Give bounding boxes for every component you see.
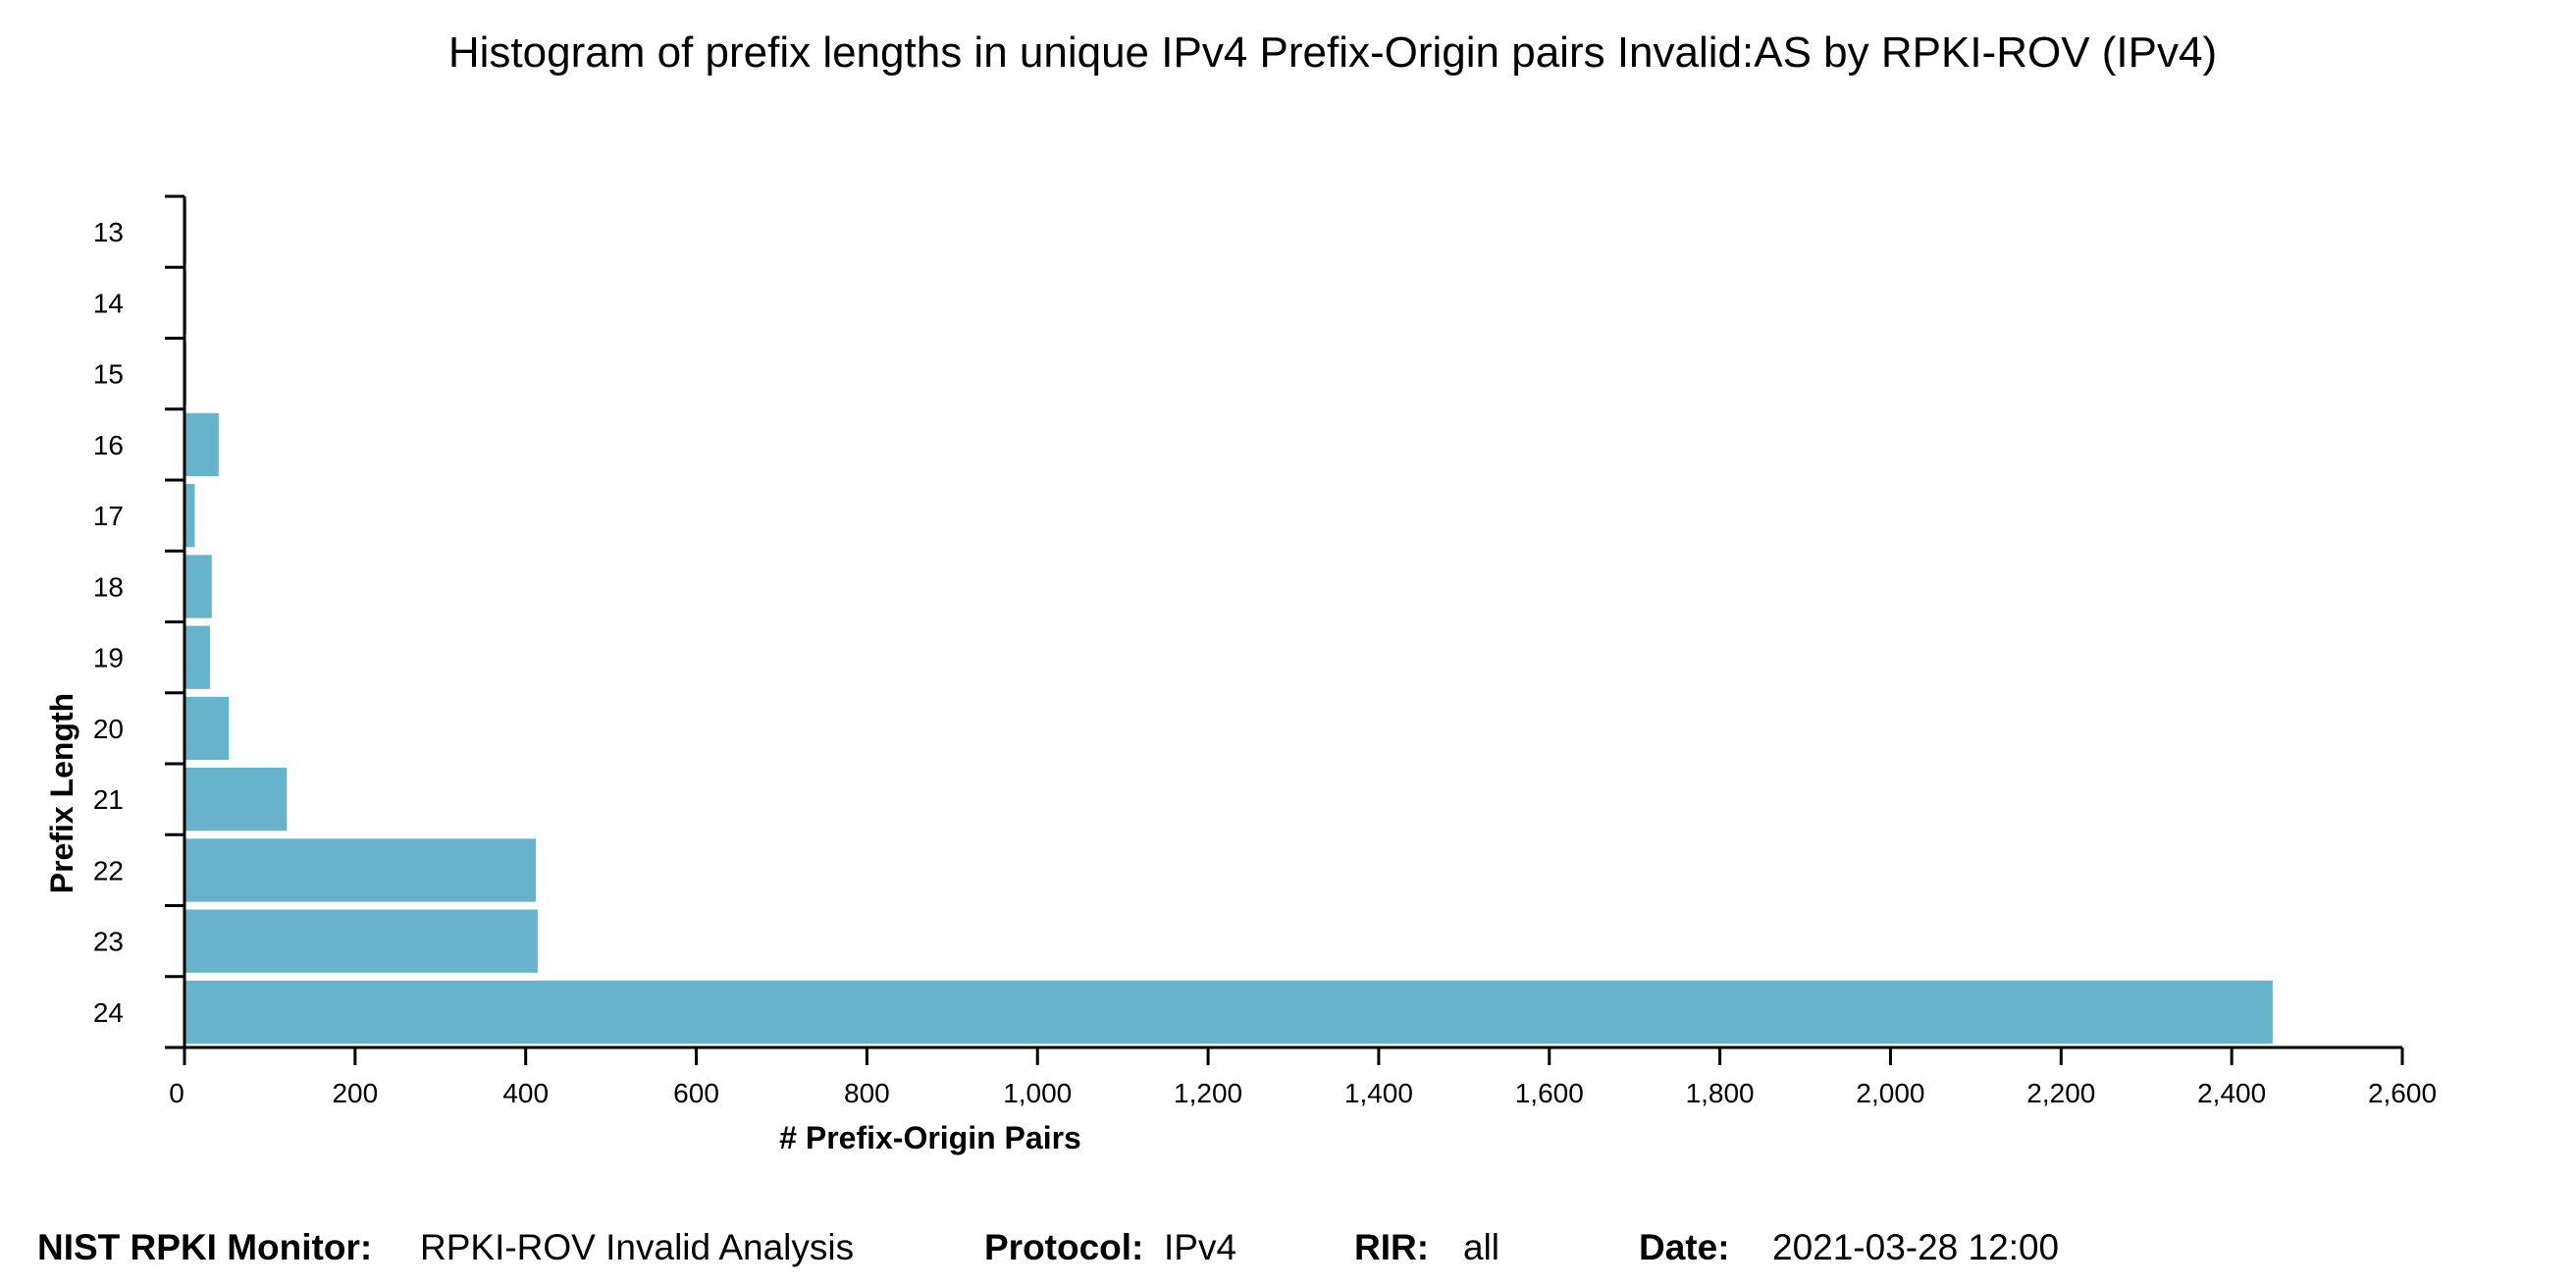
bar-24 [184, 980, 2273, 1045]
x-tick-label: 2,000 [1856, 1078, 1924, 1108]
x-tick-label: 2,600 [2368, 1078, 2437, 1108]
bar-20 [184, 696, 230, 761]
y-tick-label: 18 [93, 571, 124, 602]
footer-rir-label: RIR: [1354, 1227, 1430, 1267]
x-tick-label: 0 [169, 1078, 184, 1108]
y-tick-label: 24 [93, 997, 124, 1028]
y-tick-label: 15 [93, 359, 124, 390]
x-tick-label: 1,400 [1344, 1078, 1413, 1108]
x-tick-label: 400 [502, 1078, 549, 1108]
bar-17 [184, 484, 195, 548]
footer-date-label: Date: [1639, 1227, 1730, 1267]
bar-21 [184, 768, 288, 832]
y-tick-label: 22 [93, 855, 124, 886]
bar-23 [184, 909, 538, 973]
x-tick-label: 800 [844, 1078, 890, 1108]
y-tick-label: 13 [93, 217, 124, 247]
axes-group: 13 14 15 16 17 18 19 20 21 22 23 24 0 200 400 600 800 1,0… [93, 194, 2437, 1108]
x-tick-label: 1,800 [1686, 1078, 1755, 1108]
footer-monitor-label: NIST RPKI Monitor: [37, 1227, 373, 1267]
footer-monitor-value: RPKI-ROV Invalid Analysis [420, 1227, 855, 1267]
y-tick-label: 20 [93, 714, 124, 744]
footer-protocol-value: IPv4 [1164, 1227, 1237, 1267]
x-tick-label: 200 [332, 1078, 378, 1108]
y-axis-title: Prefix Length [44, 693, 79, 893]
footer-rir-value: all [1463, 1227, 1500, 1267]
y-tick-label: 16 [93, 430, 124, 460]
x-tick-label: 2,400 [2197, 1078, 2266, 1108]
y-tick-label: 23 [93, 927, 124, 957]
bar-16 [184, 412, 219, 477]
bar-22 [184, 838, 537, 902]
y-tick-label: 19 [93, 643, 124, 673]
chart-title: Histogram of prefix lengths in unique IP… [448, 28, 2217, 77]
x-tick-label: 600 [673, 1078, 719, 1108]
bar-18 [184, 555, 212, 618]
y-tick-label: 21 [93, 784, 124, 815]
bars-group [184, 200, 2273, 1045]
footer-date-value: 2021-03-28 12:00 [1772, 1227, 2060, 1267]
x-tick-label: 1,000 [1003, 1078, 1072, 1108]
x-tick-label: 1,600 [1515, 1078, 1584, 1108]
x-tick-label: 1,200 [1174, 1078, 1242, 1108]
histogram-chart: Histogram of prefix lengths in unique IP… [44, 28, 2437, 1155]
footer-protocol-label: Protocol: [984, 1227, 1144, 1267]
x-tick-label: 2,200 [2026, 1078, 2095, 1108]
y-tick-label: 17 [93, 501, 124, 531]
x-axis-title: # Prefix-Origin Pairs [779, 1120, 1081, 1155]
bar-19 [184, 625, 211, 689]
y-tick-label: 14 [93, 288, 124, 318]
